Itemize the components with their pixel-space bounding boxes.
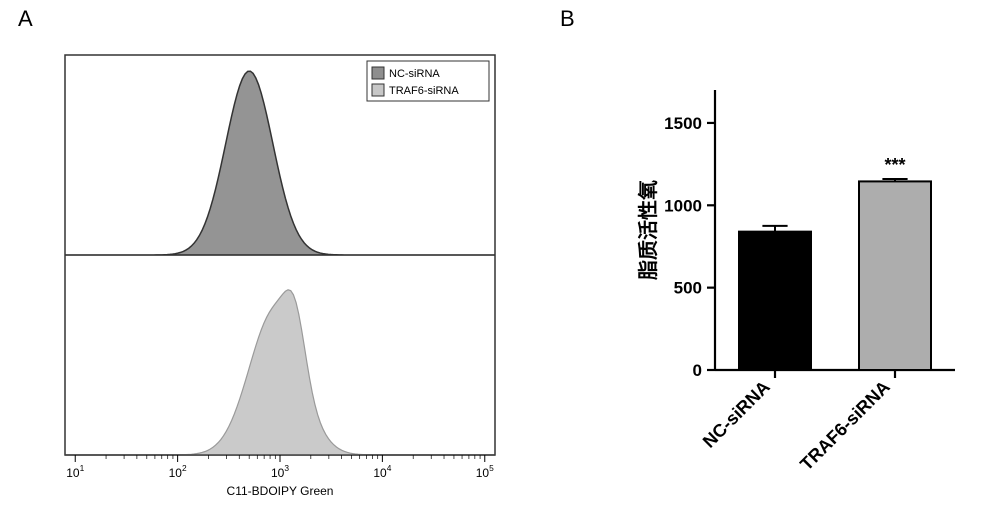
svg-text:103: 103 xyxy=(271,463,289,480)
panel-b-label: B xyxy=(560,6,575,32)
svg-text:102: 102 xyxy=(169,463,187,480)
svg-text:500: 500 xyxy=(674,279,702,298)
svg-text:NC-siRNA: NC-siRNA xyxy=(389,68,440,80)
svg-text:1000: 1000 xyxy=(664,196,702,215)
svg-text:NC-siRNA: NC-siRNA xyxy=(699,377,774,452)
svg-text:105: 105 xyxy=(476,463,494,480)
flow-histogram-chart: 101 102 103 104 105 C11-BDOIPY Green NC-siRNA T… xyxy=(45,45,505,500)
svg-text:***: *** xyxy=(884,155,905,175)
svg-text:101: 101 xyxy=(66,463,84,480)
lipid-ros-bar-chart: 0 500 1000 1500 脂质活性氧 NC-siRNA TRAF6-siRNA *** xyxy=(635,70,965,510)
panel-a: 101 102 103 104 105 C11-BDOIPY Green NC-siRNA T… xyxy=(45,45,505,500)
svg-text:脂质活性氧: 脂质活性氧 xyxy=(636,180,660,280)
svg-text:TRAF6-siRNA: TRAF6-siRNA xyxy=(796,377,894,475)
svg-text:1500: 1500 xyxy=(664,114,702,133)
panel-a-label: A xyxy=(18,6,33,32)
panel-b: 0 500 1000 1500 脂质活性氧 NC-siRNA TRAF6-siRNA *** xyxy=(635,70,965,510)
svg-text:104: 104 xyxy=(373,463,391,480)
svg-text:C11-BDOIPY Green: C11-BDOIPY Green xyxy=(227,484,334,498)
svg-text:0: 0 xyxy=(693,361,702,380)
svg-text:TRAF6-siRNA: TRAF6-siRNA xyxy=(389,85,459,97)
